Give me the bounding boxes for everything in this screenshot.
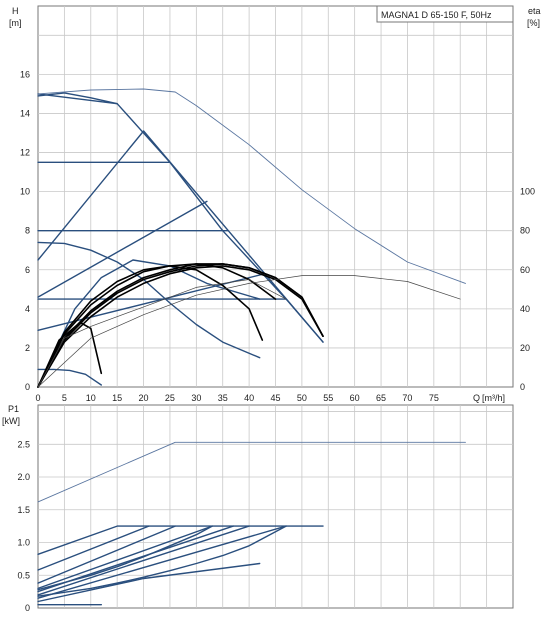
series-eta-15 [37, 265, 324, 388]
flow-tick-label: 60 [350, 393, 360, 403]
power-tick-label: 0.5 [17, 570, 30, 580]
power-tick-label: 2.5 [17, 439, 30, 449]
power-plot-series [37, 441, 466, 606]
power-plot-grid [38, 405, 513, 608]
series-head-curve-top-10 [37, 92, 118, 105]
power-tick-label: 2.0 [17, 472, 30, 482]
power-axis-ticks: 0 0.5 1.0 1.5 2.0 2.5 [17, 439, 30, 613]
efficiency-tick-label: 40 [520, 304, 530, 314]
flow-tick-label: 35 [218, 393, 228, 403]
flow-tick-label: 15 [112, 393, 122, 403]
flow-axis-ticks: 0 5 10 15 20 25 30 35 40 45 50 55 60 65 70 75 [35, 393, 438, 403]
head-tick-label: 8 [25, 226, 30, 236]
head-tick-label: 4 [25, 304, 30, 314]
flow-tick-label: 10 [86, 393, 96, 403]
series-p1-8 [37, 562, 261, 603]
head-tick-label: 0 [25, 382, 30, 392]
series-p1-7 [37, 525, 287, 599]
series-head-max-thin-19 [37, 88, 466, 284]
efficiency-tick-label: 80 [520, 226, 530, 236]
head-tick-label: 12 [20, 148, 30, 158]
flow-tick-label: 20 [139, 393, 149, 403]
flow-tick-label: 70 [402, 393, 412, 403]
flow-tick-label: 45 [270, 393, 280, 403]
series-p1-curve-10 [37, 525, 287, 597]
head-axis-ticks: 0 2 4 6 8 10 12 14 16 [20, 69, 30, 392]
series-p1-2 [37, 525, 150, 571]
series-eta-16 [37, 321, 103, 388]
flow-axis-label: Q [473, 393, 480, 403]
head-tick-label: 16 [20, 69, 30, 79]
series-p1-curve-11 [37, 525, 213, 591]
series-p1-6 [37, 525, 250, 596]
flow-tick-label: 55 [323, 393, 333, 403]
flow-tick-label: 5 [62, 393, 67, 403]
efficiency-axis-ticks: 0 20 40 60 80 100 [520, 187, 535, 392]
power-tick-label: 1.5 [17, 505, 30, 515]
head-axis-unit: [m] [9, 18, 22, 28]
flow-tick-label: 25 [165, 393, 175, 403]
series-p1-max-1 [37, 525, 324, 555]
series-eta-11 [37, 265, 264, 388]
efficiency-axis-unit: [%] [527, 18, 540, 28]
series-eta-12 [37, 263, 277, 388]
efficiency-tick-label: 20 [520, 343, 530, 353]
series-eta-thin-17 [37, 275, 461, 388]
flow-axis-unit: [m³/h] [482, 393, 505, 403]
series-head-prop-pressure-5 [37, 200, 208, 298]
head-tick-label: 10 [20, 187, 30, 197]
efficiency-tick-label: 0 [520, 382, 525, 392]
series-p1-4 [37, 525, 213, 590]
flow-tick-label: 30 [191, 393, 201, 403]
power-tick-label: 1.0 [17, 538, 30, 548]
series-eta-14 [37, 263, 324, 388]
chart-title: MAGNA1 D 65-150 F, 50Hz [381, 10, 492, 20]
series-head-prop-pressure-4 [37, 130, 324, 343]
flow-tick-label: 0 [35, 393, 40, 403]
head-axis-label: H [12, 6, 19, 16]
series-head-min-8 [37, 241, 261, 359]
efficiency-tick-label: 100 [520, 187, 535, 197]
power-tick-label: 0 [25, 603, 30, 613]
power-axis-label: P1 [8, 404, 19, 414]
efficiency-tick-label: 60 [520, 265, 530, 275]
head-plot-series [37, 88, 466, 388]
head-efficiency-plot: 0 5 10 15 20 25 30 35 40 45 50 55 60 65 70 75 0 2 4 6 8 10 12… [9, 5, 541, 403]
efficiency-axis-label: eta [528, 6, 541, 16]
flow-tick-label: 65 [376, 393, 386, 403]
power-axis-unit: [kW] [2, 416, 20, 426]
series-head-autoadapt-7 [37, 259, 261, 388]
head-plot-grid [38, 6, 513, 387]
head-tick-label: 6 [25, 265, 30, 275]
flow-tick-label: 50 [297, 393, 307, 403]
series-p1-3 [37, 525, 176, 584]
head-tick-label: 2 [25, 343, 30, 353]
flow-tick-label: 40 [244, 393, 254, 403]
series-p1-max-thin-0 [37, 441, 466, 503]
chart-title-box [376, 5, 514, 23]
flow-tick-label: 75 [429, 393, 439, 403]
power-plot: 0 0.5 1.0 1.5 2.0 2.5 P1 [kW] [2, 404, 514, 613]
series-eta-thin-18 [37, 279, 287, 388]
head-tick-label: 14 [20, 108, 30, 118]
series-head-max-0 [37, 93, 324, 343]
